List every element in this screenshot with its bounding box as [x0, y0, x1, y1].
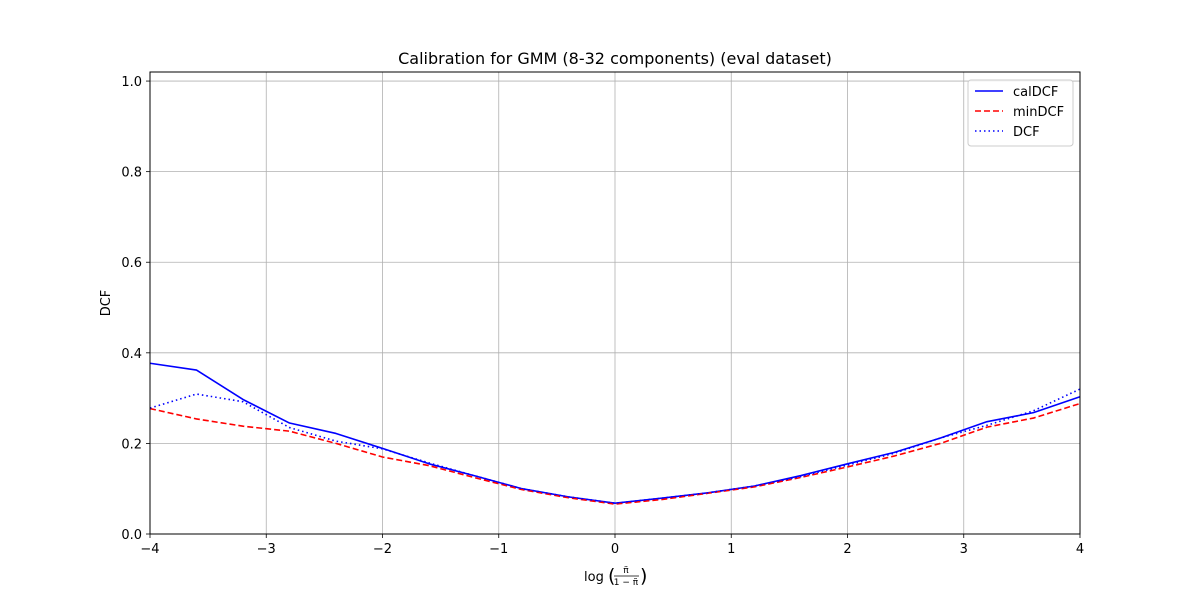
- x-tick-label: −2: [373, 542, 392, 557]
- legend-box: [967, 79, 1074, 147]
- x-tick-label: 3: [960, 542, 968, 557]
- legend-label-mindcf: minDCF: [1013, 105, 1064, 120]
- y-tick-label: 0.4: [121, 347, 142, 362]
- y-tick-label: 0.8: [121, 166, 142, 181]
- legend: calDCF minDCF DCF: [967, 79, 1074, 147]
- x-tick-label: −4: [140, 542, 159, 557]
- legend-label-caldcf: calDCF: [1013, 85, 1058, 100]
- x-axis-label-numerator: π̃: [623, 566, 629, 576]
- x-tick-label: −3: [257, 542, 276, 557]
- grid: [149, 72, 1081, 535]
- series-line-mindcf: [149, 402, 1081, 505]
- x-tick-label: 0: [611, 542, 619, 557]
- x-axis-label-denominator: 1 − π̃: [614, 578, 639, 588]
- legend-label-dcf: DCF: [1013, 125, 1040, 140]
- x-axis-label-paren-left: (: [608, 565, 615, 587]
- chart-title: Calibration for GMM (8-32 components) (e…: [398, 49, 832, 68]
- y-axis-label: DCF: [99, 290, 114, 317]
- x-axis: −4 −3 −2 −1 0 1 2 3 4: [140, 534, 1084, 557]
- y-tick-label: 0.2: [121, 437, 142, 452]
- x-axis-label-prefix: log: [584, 570, 604, 585]
- y-axis: 0.0 0.2 0.4 0.6 0.8 1.0: [121, 75, 150, 543]
- x-tick-label: 4: [1076, 542, 1084, 557]
- y-tick-label: 0.0: [121, 528, 142, 543]
- x-tick-label: −1: [489, 542, 508, 557]
- x-axis-label: log ( π̃ 1 − π̃ ): [584, 565, 647, 588]
- x-tick-label: 1: [727, 542, 735, 557]
- y-tick-label: 0.6: [121, 256, 142, 271]
- x-tick-label: 2: [843, 542, 851, 557]
- x-axis-label-paren-right: ): [640, 565, 647, 587]
- y-tick-label: 1.0: [121, 75, 142, 90]
- series-group: [149, 362, 1081, 505]
- series-line-caldcf: [149, 362, 1081, 505]
